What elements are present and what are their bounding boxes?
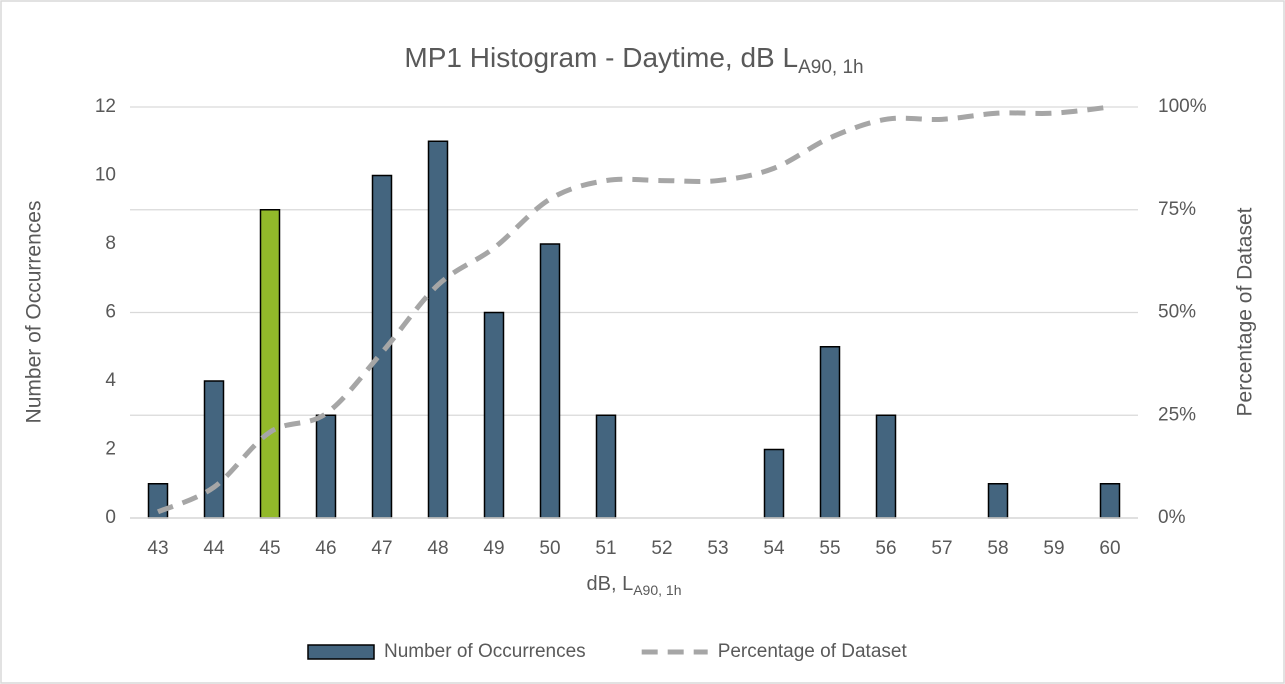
bar [1099, 483, 1121, 519]
x-tick-label: 56 [875, 538, 896, 559]
x-tick-label: 43 [147, 538, 168, 559]
y-tick-label: 2 [105, 439, 116, 460]
x-label-subscript: A90, 1h [633, 582, 681, 598]
title-subscript: A90, 1h [798, 57, 864, 78]
y-tick-label: 10 [95, 165, 116, 186]
bar [595, 414, 617, 519]
x-label-main: dB, L [587, 573, 634, 595]
x-tick-label: 52 [651, 538, 672, 559]
x-tick-label: 49 [483, 538, 504, 559]
bar [427, 140, 449, 519]
legend-label: Percentage of Dataset [718, 641, 908, 662]
x-tick-label: 44 [203, 538, 225, 559]
y2-tick-label: 0% [1158, 507, 1186, 528]
y2-tick-label: 50% [1158, 302, 1196, 323]
bar [315, 414, 337, 519]
bar [147, 483, 169, 519]
x-tick-label: 54 [763, 538, 785, 559]
bar [539, 243, 561, 519]
x-tick-label: 50 [539, 538, 560, 559]
legend-swatch [307, 644, 375, 660]
y2-axis-label: Percentage of Dataset [1234, 207, 1257, 416]
bar [483, 311, 505, 519]
bar [875, 414, 897, 519]
x-tick-label: 59 [1043, 538, 1064, 559]
bar [763, 448, 785, 519]
x-tick-label: 48 [427, 538, 448, 559]
x-tick-label: 55 [819, 538, 840, 559]
y-tick-label: 4 [105, 370, 116, 391]
x-tick-label: 53 [707, 538, 728, 559]
bar [819, 346, 841, 519]
x-tick-label: 47 [371, 538, 392, 559]
y-tick-label: 8 [105, 233, 116, 254]
bar [203, 380, 225, 519]
x-tick-label: 58 [987, 538, 1008, 559]
y-tick-label: 12 [95, 96, 116, 117]
line [156, 104, 1111, 515]
y-tick-label: 6 [105, 302, 116, 323]
y-tick-label: 0 [105, 507, 116, 528]
x-tick-label: 45 [259, 538, 280, 559]
x-tick-label: 60 [1099, 538, 1120, 559]
bar [987, 483, 1009, 519]
legend-label: Number of Occurrences [384, 641, 586, 662]
title-main: MP1 Histogram - Daytime, dB L [404, 42, 798, 73]
y2-tick-label: 25% [1158, 404, 1196, 425]
x-axis-label: dB, LA90, 1h [587, 573, 682, 597]
y2-tick-label: 75% [1158, 199, 1196, 220]
y-axis-label: Number of Occurrences [23, 201, 46, 424]
x-tick-label: 46 [315, 538, 336, 559]
bar [259, 209, 281, 519]
x-tick-label: 51 [595, 538, 616, 559]
chart-title: MP1 Histogram - Daytime, dB LA90, 1h [404, 42, 863, 78]
x-tick-label: 57 [931, 538, 952, 559]
y2-tick-label: 100% [1158, 96, 1207, 117]
